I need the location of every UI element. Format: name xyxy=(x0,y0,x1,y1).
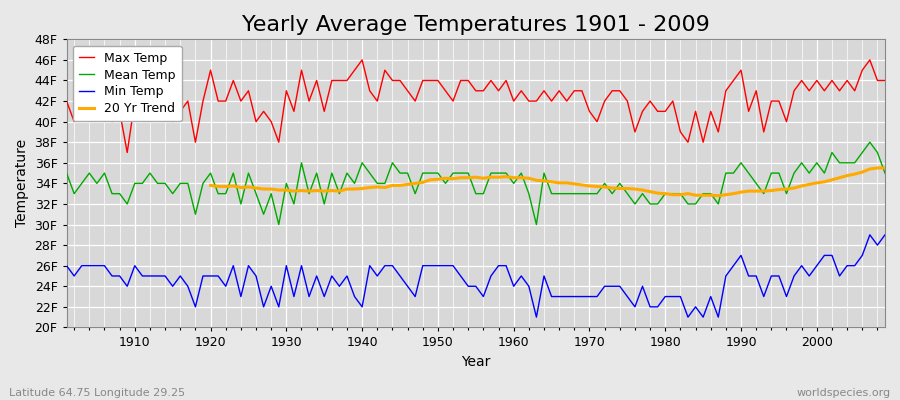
Line: Min Temp: Min Temp xyxy=(67,235,885,317)
20 Yr Trend xyxy=(296,188,307,193)
Mean Temp xyxy=(864,140,875,145)
Min Temp xyxy=(122,284,132,289)
Min Temp xyxy=(531,315,542,320)
Mean Temp xyxy=(879,171,890,176)
Legend: Max Temp, Mean Temp, Min Temp, 20 Yr Trend: Max Temp, Mean Temp, Min Temp, 20 Yr Tre… xyxy=(73,46,182,121)
Min Temp xyxy=(607,284,617,289)
Mean Temp xyxy=(122,202,132,206)
Mean Temp xyxy=(274,222,284,227)
Y-axis label: Temperature: Temperature xyxy=(15,139,29,228)
Max Temp xyxy=(296,68,307,72)
Max Temp xyxy=(342,78,353,83)
20 Yr Trend xyxy=(857,170,868,174)
Max Temp xyxy=(524,99,535,104)
Text: Latitude 64.75 Longitude 29.25: Latitude 64.75 Longitude 29.25 xyxy=(9,388,185,398)
20 Yr Trend xyxy=(872,166,883,170)
20 Yr Trend xyxy=(879,166,890,170)
Line: Max Temp: Max Temp xyxy=(67,60,885,152)
Min Temp xyxy=(879,232,890,237)
Min Temp xyxy=(500,263,511,268)
20 Yr Trend xyxy=(205,183,216,188)
Text: worldspecies.org: worldspecies.org xyxy=(796,388,891,398)
Mean Temp xyxy=(296,160,307,165)
X-axis label: Year: Year xyxy=(461,355,491,369)
Min Temp xyxy=(864,232,875,237)
Min Temp xyxy=(508,284,519,289)
Mean Temp xyxy=(61,171,72,176)
Mean Temp xyxy=(342,171,353,176)
Max Temp xyxy=(356,58,367,62)
20 Yr Trend xyxy=(773,187,784,192)
Min Temp xyxy=(61,263,72,268)
Max Temp xyxy=(61,99,72,104)
20 Yr Trend xyxy=(788,186,799,190)
Mean Temp xyxy=(607,191,617,196)
Mean Temp xyxy=(508,181,519,186)
20 Yr Trend xyxy=(713,193,724,198)
Max Temp xyxy=(122,150,132,155)
Max Temp xyxy=(130,99,140,104)
Line: 20 Yr Trend: 20 Yr Trend xyxy=(211,168,885,196)
Max Temp xyxy=(516,88,526,93)
Mean Temp xyxy=(516,171,526,176)
Title: Yearly Average Temperatures 1901 - 2009: Yearly Average Temperatures 1901 - 2009 xyxy=(242,15,710,35)
Line: Mean Temp: Mean Temp xyxy=(67,142,885,224)
20 Yr Trend xyxy=(675,192,686,197)
Max Temp xyxy=(615,88,626,93)
20 Yr Trend xyxy=(410,181,420,186)
Min Temp xyxy=(334,284,345,289)
Min Temp xyxy=(289,294,300,299)
Max Temp xyxy=(879,78,890,83)
